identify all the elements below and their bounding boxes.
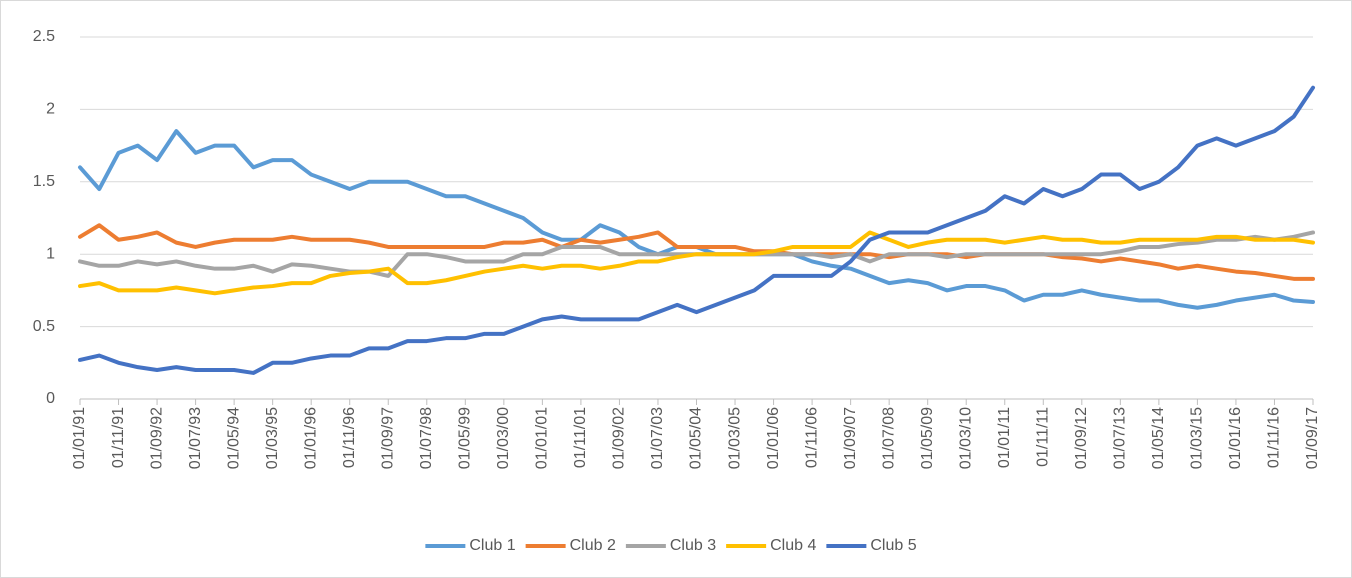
series-line	[78, 85, 1315, 375]
x-tick-label: 01/03/95	[264, 407, 281, 469]
x-tick-label: 01/05/04	[688, 407, 705, 469]
x-tick-label: 01/05/94	[225, 407, 242, 469]
x-tick-label: 01/11/91	[110, 407, 127, 468]
x-tick-label: 01/05/99	[457, 407, 474, 469]
x-tick-label: 01/11/06	[803, 407, 820, 468]
x-tick-label: 01/01/96	[302, 407, 319, 469]
y-tick-label: 0.5	[33, 318, 55, 335]
x-tick-label: 01/07/93	[187, 407, 204, 469]
x-tick-label: 01/09/97	[379, 407, 396, 469]
x-tick-label: 01/07/98	[418, 407, 435, 469]
legend-label: Club 4	[770, 537, 816, 554]
x-tick-label: 01/01/11	[996, 407, 1013, 468]
x-tick-label: 01/01/06	[765, 407, 782, 469]
x-tick-label: 01/01/16	[1227, 407, 1244, 469]
legend-label: Club 3	[670, 537, 716, 554]
x-tick-label: 01/03/05	[726, 407, 743, 469]
legend-label: Club 1	[469, 537, 515, 554]
x-tick-label: 01/03/00	[495, 407, 512, 469]
x-tick-label: 01/11/96	[341, 407, 358, 468]
x-tick-label: 01/05/14	[1150, 407, 1167, 469]
series-line	[78, 223, 1315, 281]
x-tick-label: 01/11/16	[1266, 407, 1283, 468]
x-tick-label: 01/09/07	[842, 407, 859, 469]
y-tick-label: 1.5	[33, 173, 55, 190]
x-tick-label: 01/09/12	[1073, 407, 1090, 469]
x-tick-label: 01/05/09	[919, 407, 936, 469]
x-tick-label: 01/01/91	[71, 407, 88, 469]
x-tick-label: 01/09/02	[611, 407, 628, 469]
y-tick-label: 2.5	[33, 28, 55, 45]
legend-label: Club 2	[570, 537, 616, 554]
y-tick-label: 1	[46, 245, 55, 262]
x-tick-label: 01/09/17	[1304, 407, 1321, 469]
x-tick-label: 01/03/15	[1189, 407, 1206, 469]
x-tick-label: 01/07/03	[649, 407, 666, 469]
y-tick-label: 2	[46, 101, 55, 118]
series-line	[78, 230, 1315, 296]
y-tick-label: 0	[46, 390, 55, 407]
x-tick-label: 01/11/01	[572, 407, 589, 468]
x-tick-label: 01/01/01	[534, 407, 551, 469]
x-tick-label: 01/07/13	[1112, 407, 1129, 469]
x-tick-label: 01/03/10	[957, 407, 974, 469]
legend-label: Club 5	[870, 537, 916, 554]
x-tick-label: 01/09/92	[148, 407, 165, 469]
x-tick-label: 01/11/11	[1035, 407, 1052, 467]
x-tick-label: 01/07/08	[880, 407, 897, 469]
